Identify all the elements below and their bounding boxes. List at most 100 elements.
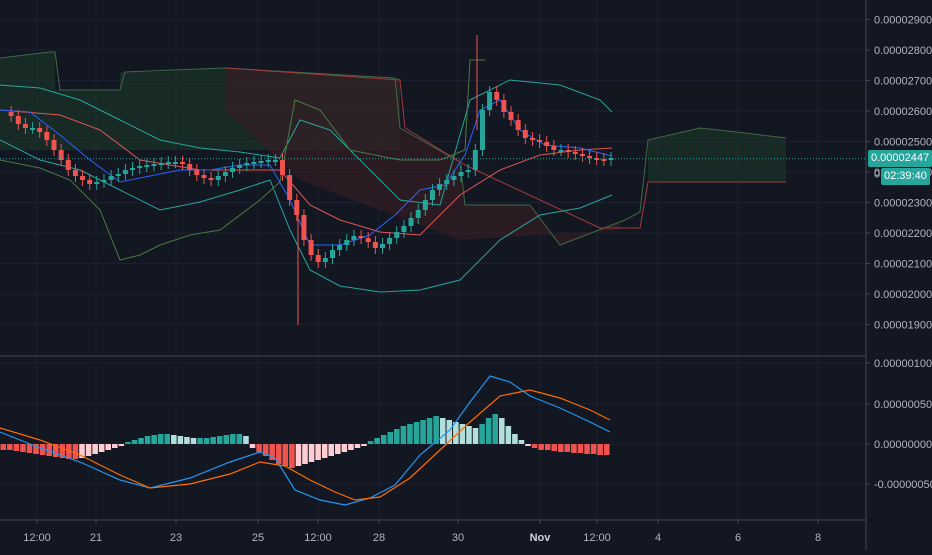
candle-body xyxy=(280,160,286,175)
candle-body xyxy=(237,165,243,168)
macd-histogram-bar xyxy=(328,444,335,456)
macd-histogram-bar xyxy=(518,440,525,444)
macd-histogram-bar xyxy=(374,438,380,444)
macd-histogram-bar xyxy=(230,434,236,444)
macd-histogram-bar xyxy=(144,436,151,444)
macd-histogram-bar xyxy=(85,444,92,456)
candle-body xyxy=(594,158,600,160)
macd-tick-label: 0.00000050 xyxy=(874,399,932,411)
time-tick-label: 8 xyxy=(815,532,821,544)
macd-histogram-bar xyxy=(512,434,518,444)
macd-histogram-bar xyxy=(210,437,216,444)
candle-body xyxy=(494,92,500,100)
macd-histogram-bar xyxy=(498,418,505,444)
macd-histogram-bar xyxy=(315,444,321,460)
candle-body xyxy=(337,245,343,250)
macd-histogram-bar xyxy=(177,436,184,444)
candle-body xyxy=(37,128,43,132)
macd-histogram-bar xyxy=(105,444,112,450)
macd-histogram-bar xyxy=(426,418,433,444)
cloud-green-future xyxy=(648,128,786,182)
macd-histogram-bar xyxy=(446,420,453,444)
candle-body xyxy=(272,160,278,162)
price-tick-label: 0.00002600 xyxy=(874,106,932,118)
candle-body xyxy=(208,178,214,180)
price-tick-label: 0.00002200 xyxy=(874,228,932,240)
macd-histogram-bar xyxy=(387,432,394,444)
macd-histogram-bar xyxy=(216,436,223,444)
candle-body xyxy=(537,140,543,142)
candle-body xyxy=(15,116,21,124)
macd-histogram-bar xyxy=(59,444,66,458)
macd-histogram-bar xyxy=(302,444,308,464)
price-tick-label: 0.00002900 xyxy=(874,15,932,27)
candle-body xyxy=(80,176,86,180)
macd-histogram-bar xyxy=(466,426,472,444)
macd-histogram-bar xyxy=(400,426,407,444)
macd-histogram-bar xyxy=(590,444,597,454)
price-tick-label: 0.00002100 xyxy=(874,259,932,271)
time-tick-label: 4 xyxy=(655,532,661,544)
macd-histogram-bar xyxy=(453,422,459,444)
price-tick-label: 0.00002300 xyxy=(874,198,932,210)
macd-histogram-bar xyxy=(282,444,289,466)
candle-body xyxy=(301,215,307,240)
macd-histogram-bar xyxy=(571,444,577,453)
time-tick-label: 21 xyxy=(90,532,102,544)
macd-histogram-bar xyxy=(0,444,7,450)
candle-body xyxy=(115,174,121,176)
candle-body xyxy=(515,120,521,130)
candle-body xyxy=(101,180,107,182)
candle-body xyxy=(394,232,400,238)
candle-body xyxy=(529,138,535,140)
time-tick-label: 6 xyxy=(735,532,741,544)
candle-body xyxy=(408,218,414,226)
macd-tick-label: 0.00000000 xyxy=(874,439,932,451)
candle-body xyxy=(180,162,186,164)
candle-body xyxy=(587,156,593,158)
candle-body xyxy=(308,240,314,255)
macd-histogram-bar xyxy=(13,444,20,451)
candle-body xyxy=(479,110,485,150)
macd-histogram-bar xyxy=(98,444,105,452)
candle-body xyxy=(22,124,28,128)
candle-body xyxy=(508,112,514,120)
candle-body xyxy=(579,154,585,156)
macd-histogram-bar xyxy=(151,435,157,444)
macd-histogram-bar xyxy=(335,444,341,454)
candle-body xyxy=(422,200,428,210)
bollinger-basis xyxy=(0,109,613,236)
candle-body xyxy=(122,170,128,174)
macd-histogram-bar xyxy=(584,444,590,454)
candle-body xyxy=(501,100,507,112)
bollinger-upper xyxy=(0,79,613,206)
time-tick-label: 12:00 xyxy=(583,532,611,544)
macd-histogram-bar xyxy=(46,444,52,456)
macd-axis[interactable]: 0.00000100 0.00000050 0.00000000 -0.0000005… xyxy=(866,358,932,491)
candle-body xyxy=(30,128,36,130)
cloud-red-area xyxy=(225,68,620,245)
macd-signal-line xyxy=(0,389,611,501)
macd-histogram-bar xyxy=(479,424,485,444)
macd-histogram-bar xyxy=(492,414,498,444)
time-axis[interactable]: 12:00 21 23 25 12:00 28 30 Nov 12:00 4 6 8 xyxy=(23,520,821,544)
macd-histogram-bar xyxy=(380,435,387,444)
macd-histogram-bar xyxy=(407,424,413,444)
candle-body xyxy=(287,175,293,200)
senkou-b xyxy=(224,67,786,229)
candle-body xyxy=(444,180,450,184)
candle-body xyxy=(8,112,14,116)
candle-body xyxy=(437,184,443,190)
macd-histogram-bar xyxy=(33,444,39,454)
macd-histogram-bar xyxy=(112,444,118,448)
time-tick-label: Nov xyxy=(530,532,552,544)
candle-body xyxy=(608,158,614,160)
candle-body xyxy=(201,175,207,178)
candle-body xyxy=(165,162,171,164)
candle-body xyxy=(351,236,357,240)
macd-histogram-bar xyxy=(597,444,603,455)
macd-histogram-bar xyxy=(544,444,551,450)
macd-histogram-bar xyxy=(243,436,249,444)
